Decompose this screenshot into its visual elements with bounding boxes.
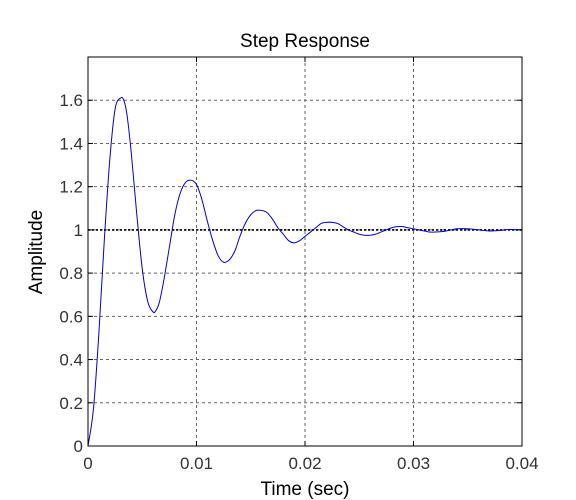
x-axis-label: Time (sec) — [260, 479, 349, 500]
y-tick-label: 0.2 — [59, 394, 83, 413]
series-layer — [87, 96, 523, 447]
tick-marks — [87, 57, 523, 447]
x-tick-label: 0.04 — [505, 454, 538, 473]
y-tick-label: 1.2 — [59, 178, 83, 197]
chart-title: Step Response — [240, 31, 370, 52]
plot-area: 0 0.01 0.02 0.03 0.04 0 0.2 0.4 0.6 0.8 1 1.2 1.4 1.… — [59, 56, 539, 473]
y-tick-label: 0.6 — [59, 307, 83, 326]
y-tick-labels: 0 0.2 0.4 0.6 0.8 1 1.2 1.4 1.6 — [59, 91, 83, 456]
y-axis-label: Amplitude — [26, 210, 47, 295]
x-tick-label: 0.03 — [397, 454, 430, 473]
x-tick-label: 0.01 — [180, 454, 213, 473]
y-tick-label: 0.8 — [59, 264, 83, 283]
y-tick-label: 0 — [74, 437, 83, 456]
x-tick-labels: 0 0.01 0.02 0.03 0.04 — [83, 454, 538, 473]
y-tick-label: 1.6 — [59, 91, 83, 110]
step-response-series-line — [87, 96, 523, 447]
y-tick-label: 1.4 — [59, 134, 83, 153]
y-tick-label: 0.4 — [59, 351, 83, 370]
y-tick-label: 1 — [74, 221, 83, 240]
x-tick-label: 0.02 — [288, 454, 321, 473]
x-tick-label: 0 — [83, 454, 92, 473]
